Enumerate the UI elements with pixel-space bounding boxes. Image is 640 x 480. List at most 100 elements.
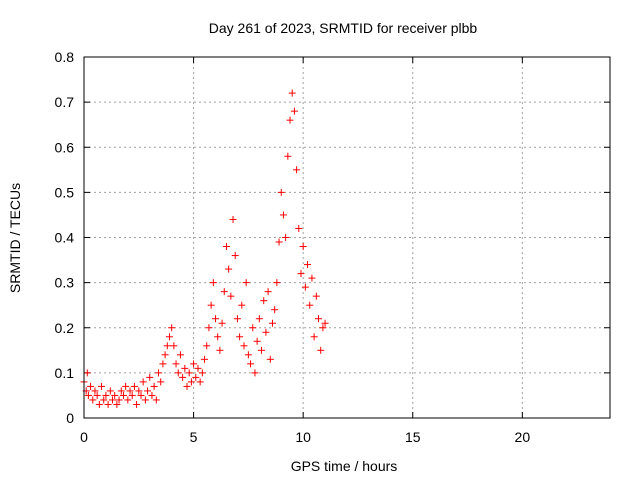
data-point (95, 400, 103, 408)
y-tick-label: 0.6 (55, 139, 75, 155)
data-point (229, 215, 237, 223)
data-point (172, 360, 180, 368)
data-point (306, 301, 314, 309)
data-point (124, 396, 132, 404)
data-point (304, 261, 312, 269)
data-point (216, 346, 224, 354)
data-point (83, 369, 91, 377)
data-point (321, 319, 329, 327)
data-point (168, 324, 176, 332)
data-point (185, 369, 193, 377)
data-point (176, 351, 184, 359)
data-point (301, 283, 309, 291)
data-point (299, 243, 307, 251)
data-point (113, 400, 121, 408)
data-point (260, 297, 268, 305)
data-point (207, 301, 215, 309)
data-point (214, 333, 222, 341)
data-point (273, 279, 281, 287)
data-point (102, 391, 110, 399)
data-point (240, 342, 248, 350)
data-point (146, 373, 154, 381)
data-point (308, 274, 316, 282)
data-point (247, 360, 255, 368)
data-point (115, 396, 123, 404)
data-point (268, 319, 276, 327)
data-point (212, 315, 219, 323)
data-point (242, 279, 250, 287)
data-point (91, 387, 99, 395)
plot-frame (83, 56, 611, 419)
x-tick-label: 20 (515, 429, 531, 445)
data-point (266, 355, 274, 363)
data-point (165, 333, 173, 341)
data-point (174, 369, 182, 377)
data-point (275, 238, 283, 246)
data-point (141, 396, 149, 404)
data-point (253, 337, 261, 345)
data-point (233, 315, 241, 323)
data-point (238, 301, 246, 309)
data-point (98, 382, 106, 390)
data-point (244, 351, 252, 359)
data-point (264, 288, 272, 296)
data-point (163, 342, 171, 350)
data-point (148, 391, 156, 399)
data-point (249, 324, 257, 332)
data-point (93, 391, 101, 399)
data-point (150, 382, 158, 390)
data-point (187, 378, 195, 386)
data-point (203, 342, 211, 350)
data-point (277, 188, 285, 196)
data-point (144, 387, 152, 395)
data-point (284, 152, 292, 160)
data-point (159, 360, 167, 368)
x-tick-label: 15 (405, 429, 421, 445)
data-point (319, 324, 327, 332)
data-point (87, 382, 95, 390)
data-point (183, 382, 191, 390)
data-point (157, 378, 165, 386)
data-point (135, 387, 143, 395)
data-point (231, 252, 239, 260)
data-point (181, 364, 189, 372)
data-point (152, 396, 160, 404)
chart-title: Day 261 of 2023, SRMTID for receiver plb… (209, 20, 478, 36)
data-point (279, 211, 287, 219)
data-point (297, 270, 305, 278)
y-tick-label: 0.7 (55, 94, 75, 110)
data-point (119, 391, 127, 399)
data-point (201, 355, 209, 363)
data-point (192, 373, 200, 381)
data-point (288, 89, 296, 97)
data-point (286, 116, 294, 124)
x-tick-label: 0 (80, 429, 88, 445)
data-point (218, 319, 226, 327)
data-point (258, 346, 266, 354)
y-axis-label: SRMTID / TECUs (7, 183, 23, 293)
x-axis-label: GPS time / hours (291, 458, 398, 474)
axis-ticks: 0 0.1 0.2 0.3 0.4 0.5 0.6 0.7 0.8 0 5 10 15 20 (55, 49, 610, 445)
data-point (139, 378, 147, 386)
data-point (317, 346, 325, 354)
x-tick-label: 10 (295, 429, 311, 445)
data-point (290, 107, 298, 115)
data-point (205, 324, 213, 332)
data-point (137, 391, 145, 399)
data-point (89, 396, 97, 404)
data-point (108, 396, 116, 404)
data-point (179, 373, 187, 381)
data-point (220, 288, 228, 296)
data-points (80, 89, 329, 408)
data-point (170, 342, 178, 350)
y-tick-label: 0.4 (55, 230, 75, 246)
data-point (312, 292, 320, 300)
data-point (255, 315, 263, 323)
data-point (282, 234, 290, 241)
data-point (196, 378, 204, 386)
data-point (271, 306, 279, 314)
data-point (236, 333, 244, 341)
data-point (293, 166, 301, 174)
data-point (209, 279, 217, 287)
